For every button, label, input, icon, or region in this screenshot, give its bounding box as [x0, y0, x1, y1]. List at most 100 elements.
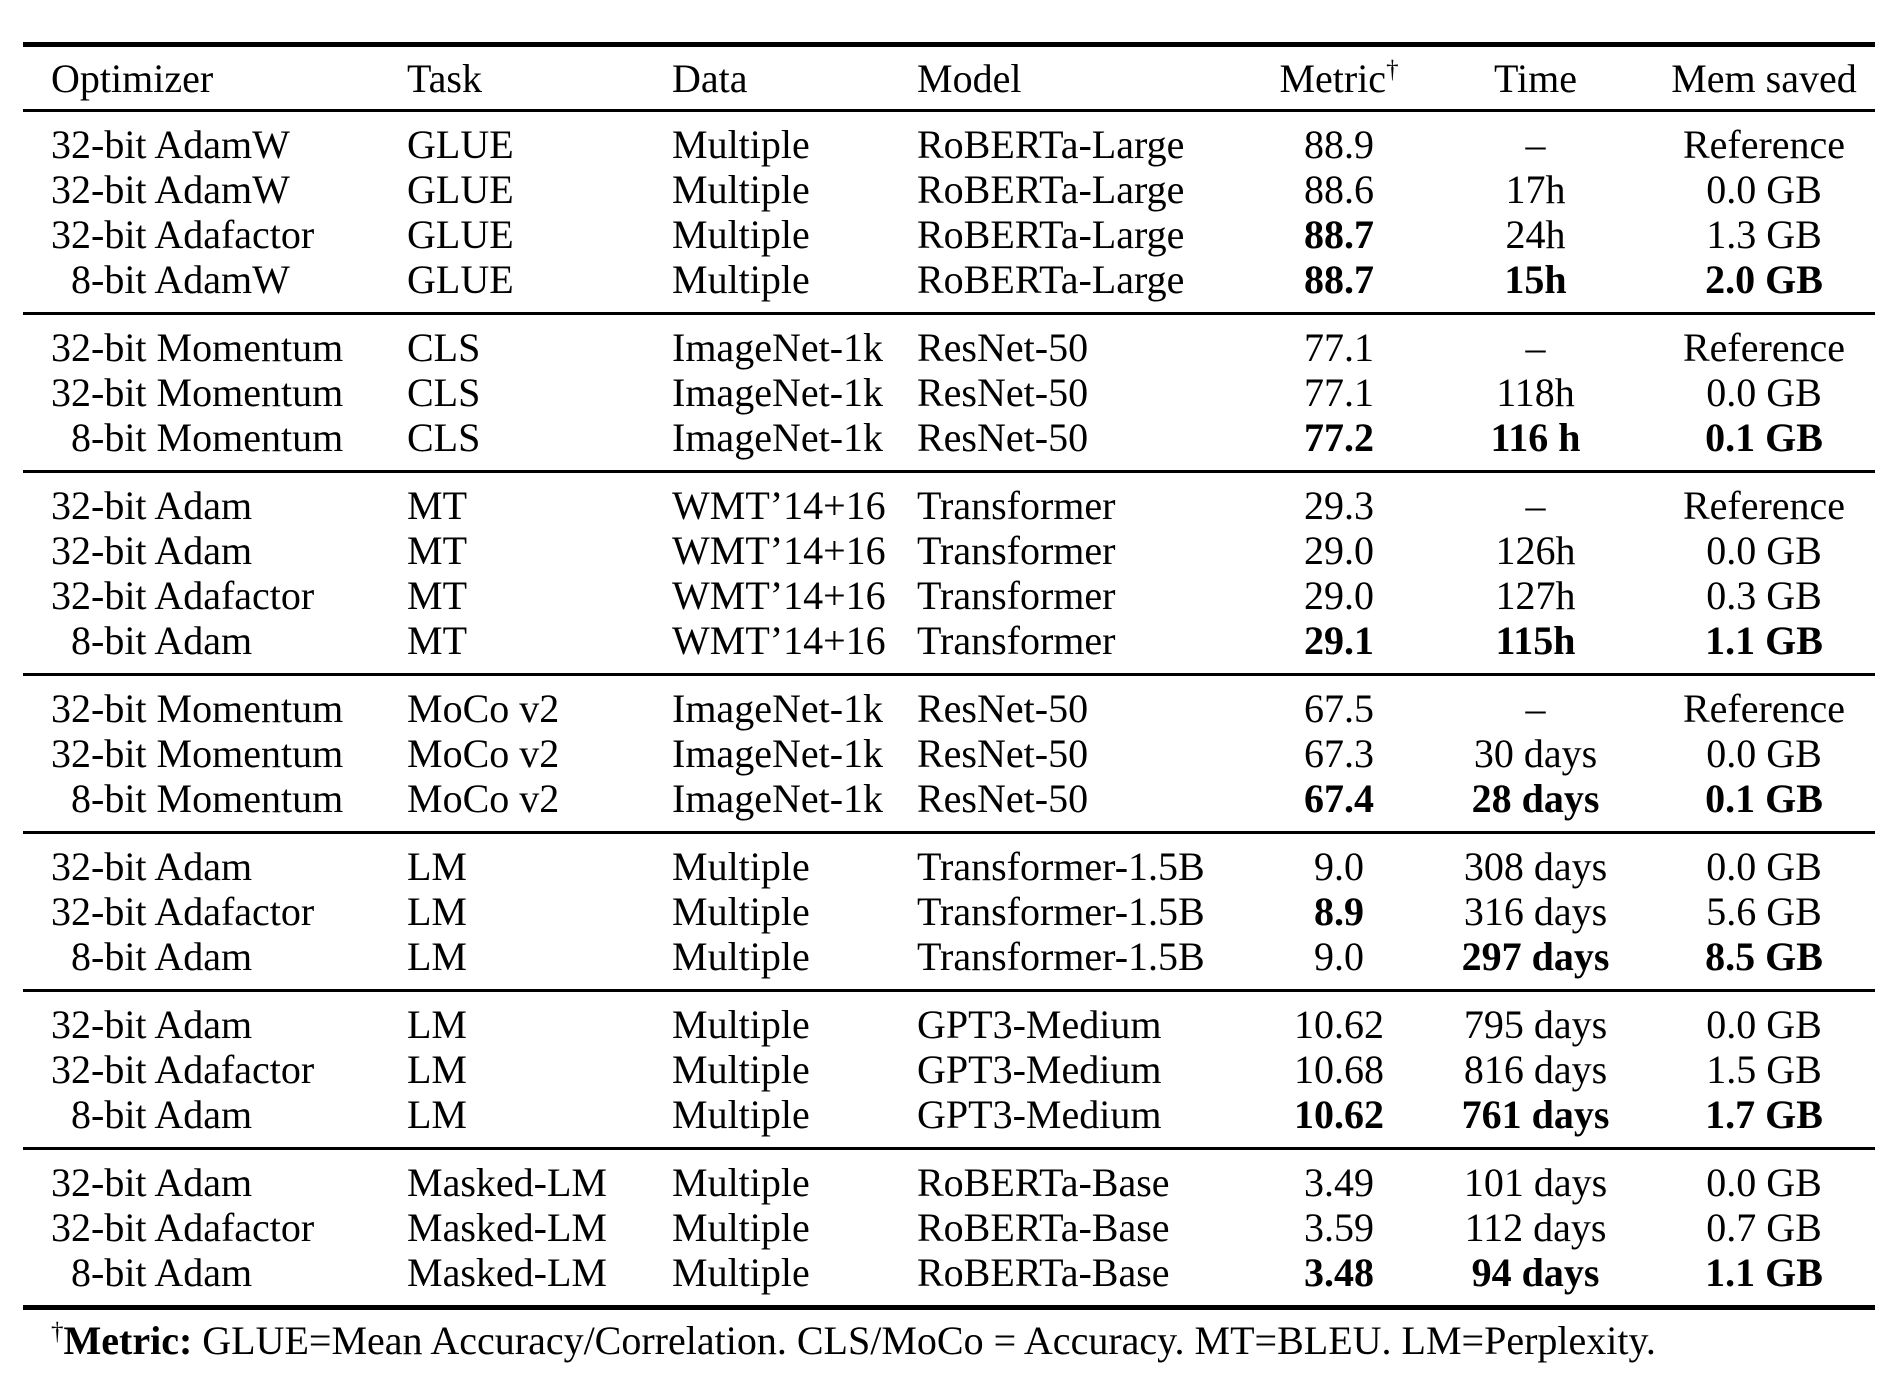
table-cell: 32-bit Adafactor: [51, 212, 315, 257]
table-cell: Masked-LM: [407, 1250, 607, 1295]
table-cell: 1.1 GB: [1705, 1250, 1823, 1295]
table-cell: 761 days: [1461, 1092, 1610, 1137]
table-cell: 24h: [1505, 212, 1566, 257]
table-cell: 77.1: [1304, 325, 1374, 370]
table-cell: 28 days: [1471, 776, 1600, 821]
table-cell: 8-bit Momentum: [71, 776, 344, 821]
col-header-model: Model: [917, 55, 1022, 101]
table-cell: MT: [407, 618, 467, 663]
table-section: 32-bit Adam LM Multiple Transformer-1.5B 9.0…: [23, 832, 1875, 991]
table-cell: 10.62: [1294, 1092, 1384, 1137]
table-cell: Multiple: [672, 1002, 810, 1047]
table-cell: GPT3-Medium: [917, 1002, 1162, 1047]
table-header: Optimizer Task Data Model Metric† Time M…: [23, 45, 1875, 111]
table-cell: LM: [407, 1047, 467, 1092]
table-cell: 32-bit AdamW: [51, 122, 290, 167]
table-cell: ImageNet-1k: [672, 370, 884, 415]
table-cell: 0.7 GB: [1706, 1205, 1822, 1250]
table-cell: ImageNet-1k: [672, 776, 884, 821]
table-cell: Transformer: [917, 483, 1116, 528]
table-cell: Masked-LM: [407, 1160, 607, 1205]
table-cell: Multiple: [672, 212, 810, 257]
table-cell: ResNet-50: [917, 325, 1089, 370]
table-cell: RoBERTa-Large: [917, 212, 1185, 257]
table-cell: ResNet-50: [917, 415, 1089, 460]
table-cell: 0.0 GB: [1706, 370, 1822, 415]
table-cell: MT: [407, 483, 467, 528]
table-row: 8-bit Adam LM Multiple GPT3-Medium 10.62 761 …: [23, 1092, 1875, 1149]
table-cell: LM: [407, 844, 467, 889]
table-cell: ImageNet-1k: [672, 731, 884, 776]
table-cell: 10.62: [1294, 1002, 1384, 1047]
table-cell: CLS: [407, 370, 481, 415]
table-cell: Multiple: [672, 1250, 810, 1295]
table-footnote: †Metric: GLUE=Mean Accuracy/Correlation.…: [23, 1318, 1898, 1364]
table-row: 32-bit Adafactor LM Multiple Transformer-1.…: [23, 889, 1875, 934]
table-cell: –: [1525, 686, 1546, 731]
header-row: Optimizer Task Data Model Metric† Time M…: [23, 45, 1875, 111]
table-cell: 0.0 GB: [1706, 167, 1822, 212]
table-cell: ImageNet-1k: [672, 415, 884, 460]
table-row: 32-bit Adam Masked-LM Multiple RoBERTa-Base…: [23, 1149, 1875, 1206]
table-cell: MT: [407, 573, 467, 618]
table-cell: ImageNet-1k: [672, 325, 884, 370]
table-cell: 118h: [1496, 370, 1575, 415]
table-cell: 0.0 GB: [1706, 844, 1822, 889]
table-cell: Multiple: [672, 1160, 810, 1205]
table-cell: 32-bit Adam: [51, 1002, 253, 1047]
footnote-text: GLUE=Mean Accuracy/Correlation. CLS/MoCo…: [192, 1318, 1656, 1363]
table-cell: 8.9: [1314, 889, 1364, 934]
table-cell: Multiple: [672, 1092, 810, 1137]
dagger-note-ref: †: [1386, 56, 1399, 84]
table-cell: Transformer-1.5B: [917, 889, 1205, 934]
table-cell: RoBERTa-Large: [917, 122, 1185, 167]
table-row: 8-bit Adam LM Multiple Transformer-1.5B 9.0 2…: [23, 934, 1875, 991]
table-cell: WMT’14+16: [672, 618, 886, 663]
table-cell: MoCo v2: [407, 686, 560, 731]
table-cell: –: [1525, 483, 1546, 528]
table-row: 8-bit Momentum CLS ImageNet-1k ResNet-50 77.…: [23, 415, 1875, 472]
table-row: 32-bit AdamW GLUE Multiple RoBERTa-Large 88.…: [23, 111, 1875, 168]
table-cell: 116 h: [1490, 415, 1581, 460]
footnote-dagger-marker: †: [51, 1318, 64, 1346]
table-cell: GLUE: [407, 167, 514, 212]
table-cell: Multiple: [672, 1047, 810, 1092]
table-cell: 32-bit Momentum: [51, 370, 344, 415]
table-cell: 88.7: [1304, 257, 1374, 302]
table-cell: 17h: [1505, 167, 1566, 212]
table-cell: Multiple: [672, 1205, 810, 1250]
table-cell: 8-bit Momentum: [71, 415, 344, 460]
table-cell: 32-bit Momentum: [51, 731, 344, 776]
table-cell: 67.3: [1304, 731, 1374, 776]
table-cell: Multiple: [672, 167, 810, 212]
table-cell: 32-bit Adam: [51, 844, 253, 889]
table-row: 32-bit Adam MT WMT’14+16 Transformer 29.3 – Re…: [23, 472, 1875, 529]
table-cell: RoBERTa-Base: [917, 1160, 1170, 1205]
table-cell: ResNet-50: [917, 686, 1089, 731]
table-cell: RoBERTa-Base: [917, 1250, 1170, 1295]
table-cell: 9.0: [1314, 934, 1364, 979]
table-cell: 32-bit Adafactor: [51, 1047, 315, 1092]
table-row: 8-bit Adam MT WMT’14+16 Transformer 29.1 115h…: [23, 618, 1875, 675]
table-cell: 0.0 GB: [1706, 528, 1822, 573]
table-cell: RoBERTa-Base: [917, 1205, 1170, 1250]
table-cell: GLUE: [407, 212, 514, 257]
table-cell: 10.68: [1294, 1047, 1384, 1092]
table-cell: 88.7: [1304, 212, 1374, 257]
table-cell: 77.2: [1304, 415, 1374, 460]
table-cell: Transformer-1.5B: [917, 844, 1205, 889]
table-cell: 32-bit Adam: [51, 528, 253, 573]
table-section: 32-bit Momentum CLS ImageNet-1k ResNet-50 77…: [23, 313, 1875, 472]
table-cell: 67.4: [1304, 776, 1374, 821]
table-row: 8-bit Adam Masked-LM Multiple RoBERTa-Base 3…: [23, 1250, 1875, 1308]
col-header-time: Time: [1493, 55, 1577, 101]
table-cell: 67.5: [1304, 686, 1374, 731]
table-cell: 115h: [1495, 618, 1576, 663]
table-row: 32-bit Adafactor Masked-LM Multiple RoBERTa…: [23, 1205, 1875, 1250]
table-cell: 8-bit Adam: [71, 618, 253, 663]
col-header-optimizer: Optimizer: [51, 55, 214, 101]
table-row: 32-bit Momentum CLS ImageNet-1k ResNet-50 77…: [23, 314, 1875, 371]
footnote-label: Metric:: [63, 1318, 193, 1363]
table-cell: 32-bit Momentum: [51, 325, 344, 370]
